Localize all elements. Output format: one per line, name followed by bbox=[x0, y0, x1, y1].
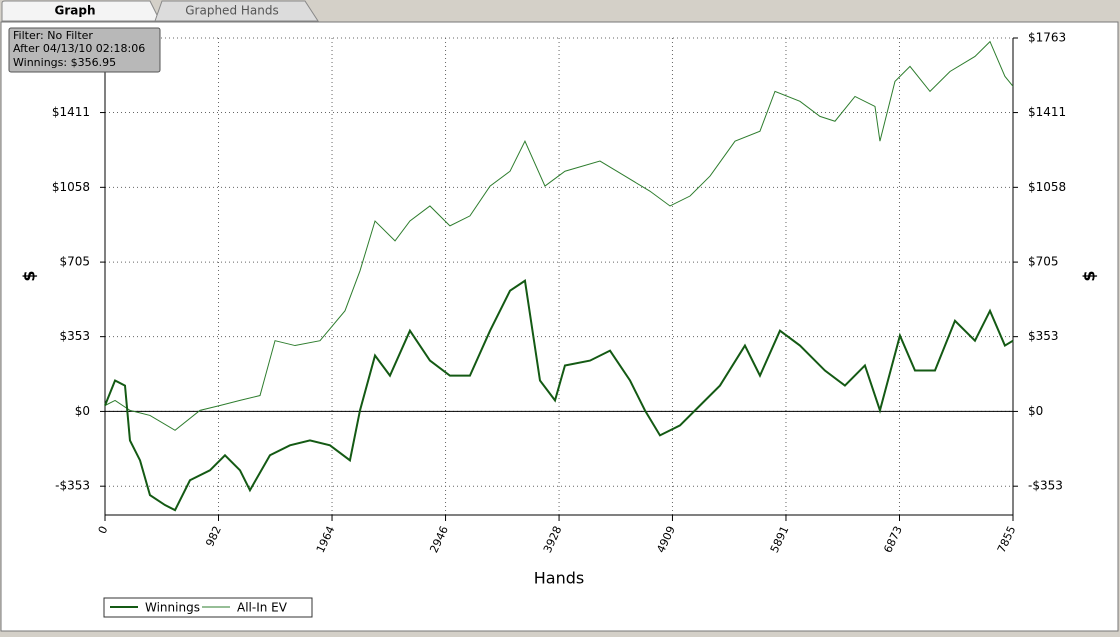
filter-text: Winnings: $356.95 bbox=[13, 56, 116, 69]
y-tick-label: -$353 bbox=[1028, 479, 1063, 493]
tab[interactable] bbox=[1, 0, 161, 22]
x-tick-label: 0 bbox=[96, 524, 111, 536]
y-tick-label: $1058 bbox=[1028, 180, 1066, 194]
y-tick-label: $1411 bbox=[1028, 105, 1066, 119]
y-tick-label: $1763 bbox=[1028, 31, 1066, 45]
y-tick-label: $705 bbox=[59, 255, 90, 269]
y-tick-label: $705 bbox=[1028, 255, 1059, 269]
tab-label[interactable]: Graph bbox=[55, 4, 96, 18]
y-tick-label: $1411 bbox=[52, 105, 90, 119]
tab[interactable] bbox=[154, 0, 319, 22]
series-line bbox=[104, 279, 1014, 512]
y-axis-label: $ bbox=[20, 270, 39, 281]
y-tick-label: -$353 bbox=[55, 479, 90, 493]
y-tick-label: $0 bbox=[1028, 404, 1043, 418]
series-line bbox=[104, 40, 1014, 431]
legend-label: Winnings bbox=[145, 601, 200, 615]
y-tick-label: $0 bbox=[75, 404, 90, 418]
tab-label[interactable]: Graphed Hands bbox=[185, 4, 278, 18]
x-axis-label: Hands bbox=[534, 569, 584, 588]
legend-label: All-In EV bbox=[237, 601, 288, 615]
y-axis-label: $ bbox=[1080, 270, 1099, 281]
filter-box bbox=[8, 27, 161, 73]
y-tick-label: $1058 bbox=[52, 180, 90, 194]
plot-area bbox=[105, 38, 1013, 515]
y-tick-label: $353 bbox=[1028, 329, 1059, 343]
y-tick-label: $353 bbox=[59, 329, 90, 343]
filter-text: After 04/13/10 02:18:06 bbox=[13, 42, 145, 55]
filter-text: Filter: No Filter bbox=[13, 29, 93, 42]
plot: -$353 -$353 $0 $0 $353 $353 $705 $705 $1058 $1058… bbox=[52, 31, 1066, 555]
